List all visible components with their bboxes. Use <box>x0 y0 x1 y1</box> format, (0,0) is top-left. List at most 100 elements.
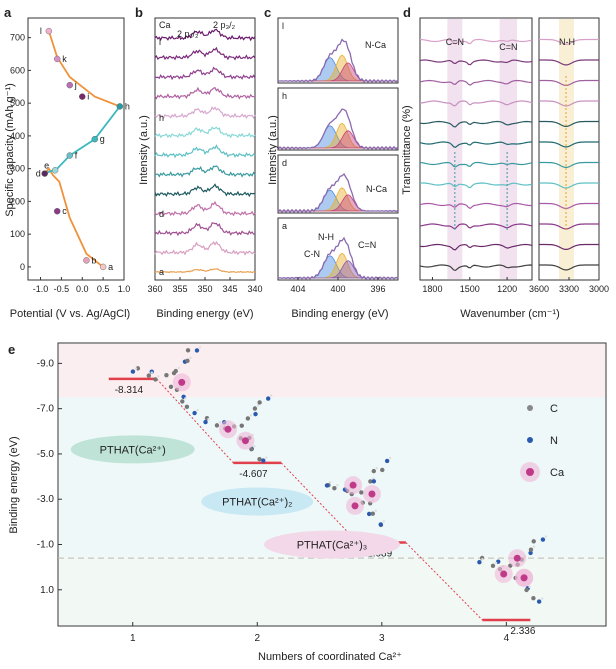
molecule-atom <box>257 400 262 405</box>
ir-curve-right <box>539 202 599 209</box>
panel-letter-e: e <box>8 342 15 357</box>
molecule-atom <box>164 373 169 378</box>
molecule-atom <box>185 358 190 364</box>
capacity-point-label: b <box>91 255 96 265</box>
panel-b-xlabel: Binding energy (eV) <box>156 308 253 320</box>
molecule-atom <box>531 539 536 544</box>
band-c-eq-n-2 <box>499 19 518 279</box>
xps-ca-curve <box>154 86 256 100</box>
molecule-atom <box>368 479 373 484</box>
energy-level-label: -4.607 <box>239 469 268 480</box>
ca-ion <box>351 502 359 510</box>
legend-label: Ca <box>550 467 565 479</box>
molecule-atom <box>371 479 377 484</box>
energy-level-label: 2.336 <box>510 626 535 637</box>
panel-c-xlabel: Binding energy (eV) <box>291 308 388 320</box>
molecule-hydrogen <box>184 397 187 400</box>
legend-label: C <box>550 403 558 415</box>
ir-curve-right <box>539 243 599 250</box>
molecule-atom <box>252 406 258 411</box>
molecule-hydrogen <box>328 481 332 484</box>
xtick-label-b: 360 <box>147 284 162 294</box>
panel-c-ylabel: Intensity (a.u.) <box>267 115 279 185</box>
xps-n-envelope <box>277 108 399 151</box>
capacity-point <box>116 103 124 110</box>
ir-curve-left <box>419 264 533 272</box>
molecule-hydrogen <box>494 561 498 564</box>
annotation-ca: Ca <box>159 20 171 30</box>
annotation-c-eq-n-2: C=N <box>499 42 517 52</box>
energy-connector <box>280 462 359 543</box>
molecule-hydrogen <box>336 484 339 487</box>
series-label-b: a <box>159 267 164 277</box>
panel-letter-c: c <box>264 5 271 20</box>
molecule-hydrogen <box>256 404 260 407</box>
xtick-label-e: 2 <box>254 633 260 644</box>
capacity-point-label: k <box>62 54 67 64</box>
panel-e-xlabel: Numbers of coordinated Ca²⁺ <box>258 651 402 663</box>
molecule-atom <box>366 511 372 517</box>
subpanel-label-c: h <box>282 91 287 101</box>
annotation-c-eq-n-1: C=N <box>446 37 464 47</box>
panel-letter-d: d <box>403 5 411 20</box>
ir-curve-left <box>419 120 533 128</box>
xtick-label-c: 404 <box>290 284 305 294</box>
annotation-c-eq-n: C=N <box>358 240 376 250</box>
capacity-point-label: d <box>36 169 41 179</box>
xtick-label-e: 3 <box>379 633 385 644</box>
xtick-label-d-right: 3300 <box>559 284 579 294</box>
ir-curve-left <box>419 100 533 107</box>
ca-ion <box>241 437 249 445</box>
molecule-hydrogen <box>540 597 544 600</box>
xps-n-envelope <box>277 172 399 214</box>
xps-n-envelope <box>278 38 399 84</box>
capacity-point <box>99 263 107 271</box>
capacity-point <box>83 257 90 264</box>
ir-curve-left <box>419 182 533 189</box>
ir-curve-left <box>419 79 533 86</box>
capacity-point <box>41 170 48 177</box>
ca-ion <box>349 481 357 489</box>
capacity-point-label: h <box>125 101 130 111</box>
energy-level-label: -8.314 <box>115 385 144 396</box>
molecule-atom <box>490 563 496 568</box>
series-label-b: l <box>159 37 161 47</box>
molecule-hydrogen <box>218 421 222 424</box>
molecule-atom <box>477 559 482 565</box>
ir-curve-right <box>539 264 599 271</box>
panel-e-frame <box>57 342 607 627</box>
molecule-atom <box>194 348 200 353</box>
molecule-atom <box>146 373 152 378</box>
xps-ca-curve <box>154 46 256 61</box>
ir-curve-left <box>419 38 533 45</box>
molecule-atom <box>245 416 251 421</box>
ca-ion <box>500 570 508 578</box>
molecule-atom <box>214 423 220 428</box>
molecule-atom <box>239 423 244 428</box>
capacity-point-label: l <box>40 26 42 36</box>
ytick-label-e: -1.0 <box>37 539 55 550</box>
ir-curve-right <box>539 161 599 168</box>
molecule-hydrogen <box>253 444 256 448</box>
panel-a: a 0 100 200 300 400 500 600 700 -1.0 -0.5 0.0 0.5 1.… <box>4 5 130 320</box>
molecule-atom <box>531 596 536 601</box>
subpanel-label-c: d <box>282 158 287 168</box>
complex-bubble <box>201 487 314 516</box>
molecule-hydrogen <box>528 585 531 589</box>
ytick-label-a: 200 <box>10 196 25 206</box>
ytick-label-e: -5.0 <box>37 449 55 460</box>
xps-ca-curve <box>154 66 256 81</box>
molecule-atom <box>528 547 534 552</box>
molecule-atom <box>253 411 258 417</box>
panel-letter-b: b <box>135 5 143 20</box>
ir-curve-left <box>419 59 533 66</box>
molecule-atom <box>261 458 266 463</box>
ytick-label-e: -7.0 <box>37 404 55 415</box>
ca-ion <box>224 425 232 433</box>
ca-ion <box>368 490 376 498</box>
panel-d-xlabel: Wavenumber (cm⁻¹) <box>460 308 560 320</box>
annotation-n-ca-l: N-Ca <box>365 40 386 50</box>
xtick-label-a: 1.0 <box>118 284 131 294</box>
molecule-atom <box>135 366 141 371</box>
